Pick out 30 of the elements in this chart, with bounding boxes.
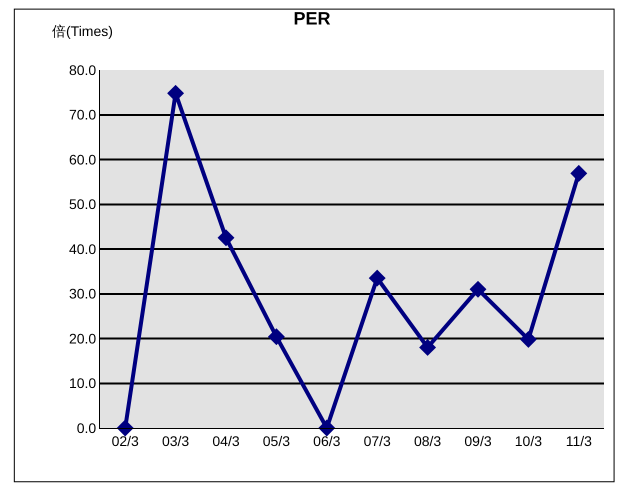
y-axis-title: 倍(Times) bbox=[52, 23, 113, 39]
x-tick-label: 11/3 bbox=[566, 432, 592, 449]
x-tick-label: 06/3 bbox=[313, 432, 341, 449]
y-tick-label: 60.0 bbox=[68, 151, 96, 168]
x-tick-label: 05/3 bbox=[262, 432, 290, 449]
point bbox=[218, 229, 234, 246]
y-tick-label: 30.0 bbox=[68, 286, 96, 302]
x-tick-label: 02/3 bbox=[112, 432, 140, 449]
point bbox=[470, 280, 486, 298]
x-tick-label: 10/3 bbox=[514, 432, 542, 449]
y-tick-label: 80.0 bbox=[68, 62, 96, 78]
x-tick-label: 08/3 bbox=[414, 432, 442, 449]
point bbox=[268, 328, 285, 346]
x-tick-label: 07/3 bbox=[364, 432, 392, 449]
x-tick-label: 04/3 bbox=[212, 432, 240, 449]
y-tick-label: 40.0 bbox=[68, 240, 96, 257]
y-tick-label: 70.0 bbox=[68, 106, 96, 123]
x-tick-label: 03/3 bbox=[162, 432, 190, 449]
y-tick-label: 20.0 bbox=[68, 330, 96, 346]
point bbox=[520, 330, 537, 348]
point bbox=[419, 339, 436, 356]
y-tick-label: 10.0 bbox=[68, 375, 96, 392]
x-tick-label: 09/3 bbox=[464, 432, 492, 449]
point bbox=[116, 420, 134, 436]
chart-title: PER bbox=[293, 8, 331, 29]
point bbox=[318, 420, 336, 436]
y-tick-label: 0.0 bbox=[76, 420, 96, 436]
point bbox=[570, 164, 588, 182]
y-tick-label: 50.0 bbox=[68, 196, 96, 212]
point bbox=[368, 270, 386, 287]
